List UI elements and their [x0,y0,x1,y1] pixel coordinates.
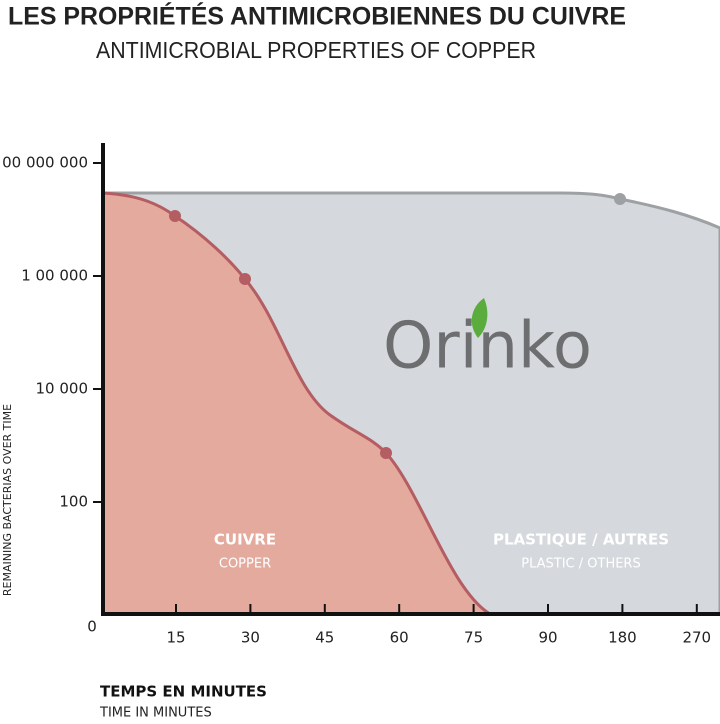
x-tick-label: 90 [538,629,557,647]
y-tick-label: 00 000 000 [2,154,88,172]
chart-subtitle: ANTIMICROBIAL PROPERTIES OF COPPER [96,37,536,63]
legend-sublabel: COPPER [219,557,271,572]
x-axis-sublabel: TIME IN MINUTES [99,706,212,721]
copper-point [239,273,251,285]
y-tick-label: 1 00 000 [21,267,88,285]
x-tick-label: 45 [315,629,334,647]
copper-point [169,210,181,222]
x-tick-label: 180 [608,629,637,647]
plastic-point [614,193,626,205]
x-tick-label: 0 [87,618,97,636]
x-tick-label: 75 [464,629,483,647]
x-axis-label: TEMPS EN MINUTES [100,683,267,701]
x-tick-label: 30 [241,629,260,647]
logo-leaf [471,298,488,338]
x-tick-label: 60 [390,629,409,647]
x-tick-label: 270 [682,629,711,647]
chart-title: LES PROPRIÉTÉS ANTIMICROBIENNES DU CUIVR… [8,2,626,31]
legend-label: CUIVRE [214,531,276,549]
copper-point [380,447,392,459]
legend-sublabel: PLASTIC / OTHERS [521,557,640,572]
logo: Orinko [383,310,592,384]
x-tick-label: 15 [166,629,185,647]
y-tick-label: 10 000 [36,380,89,398]
y-tick-label: 100 [59,493,88,511]
legend-label: PLASTIQUE / AUTRES [493,531,669,549]
y-axis-label: REMAINING BACTERIAS OVER TIME [1,404,14,596]
